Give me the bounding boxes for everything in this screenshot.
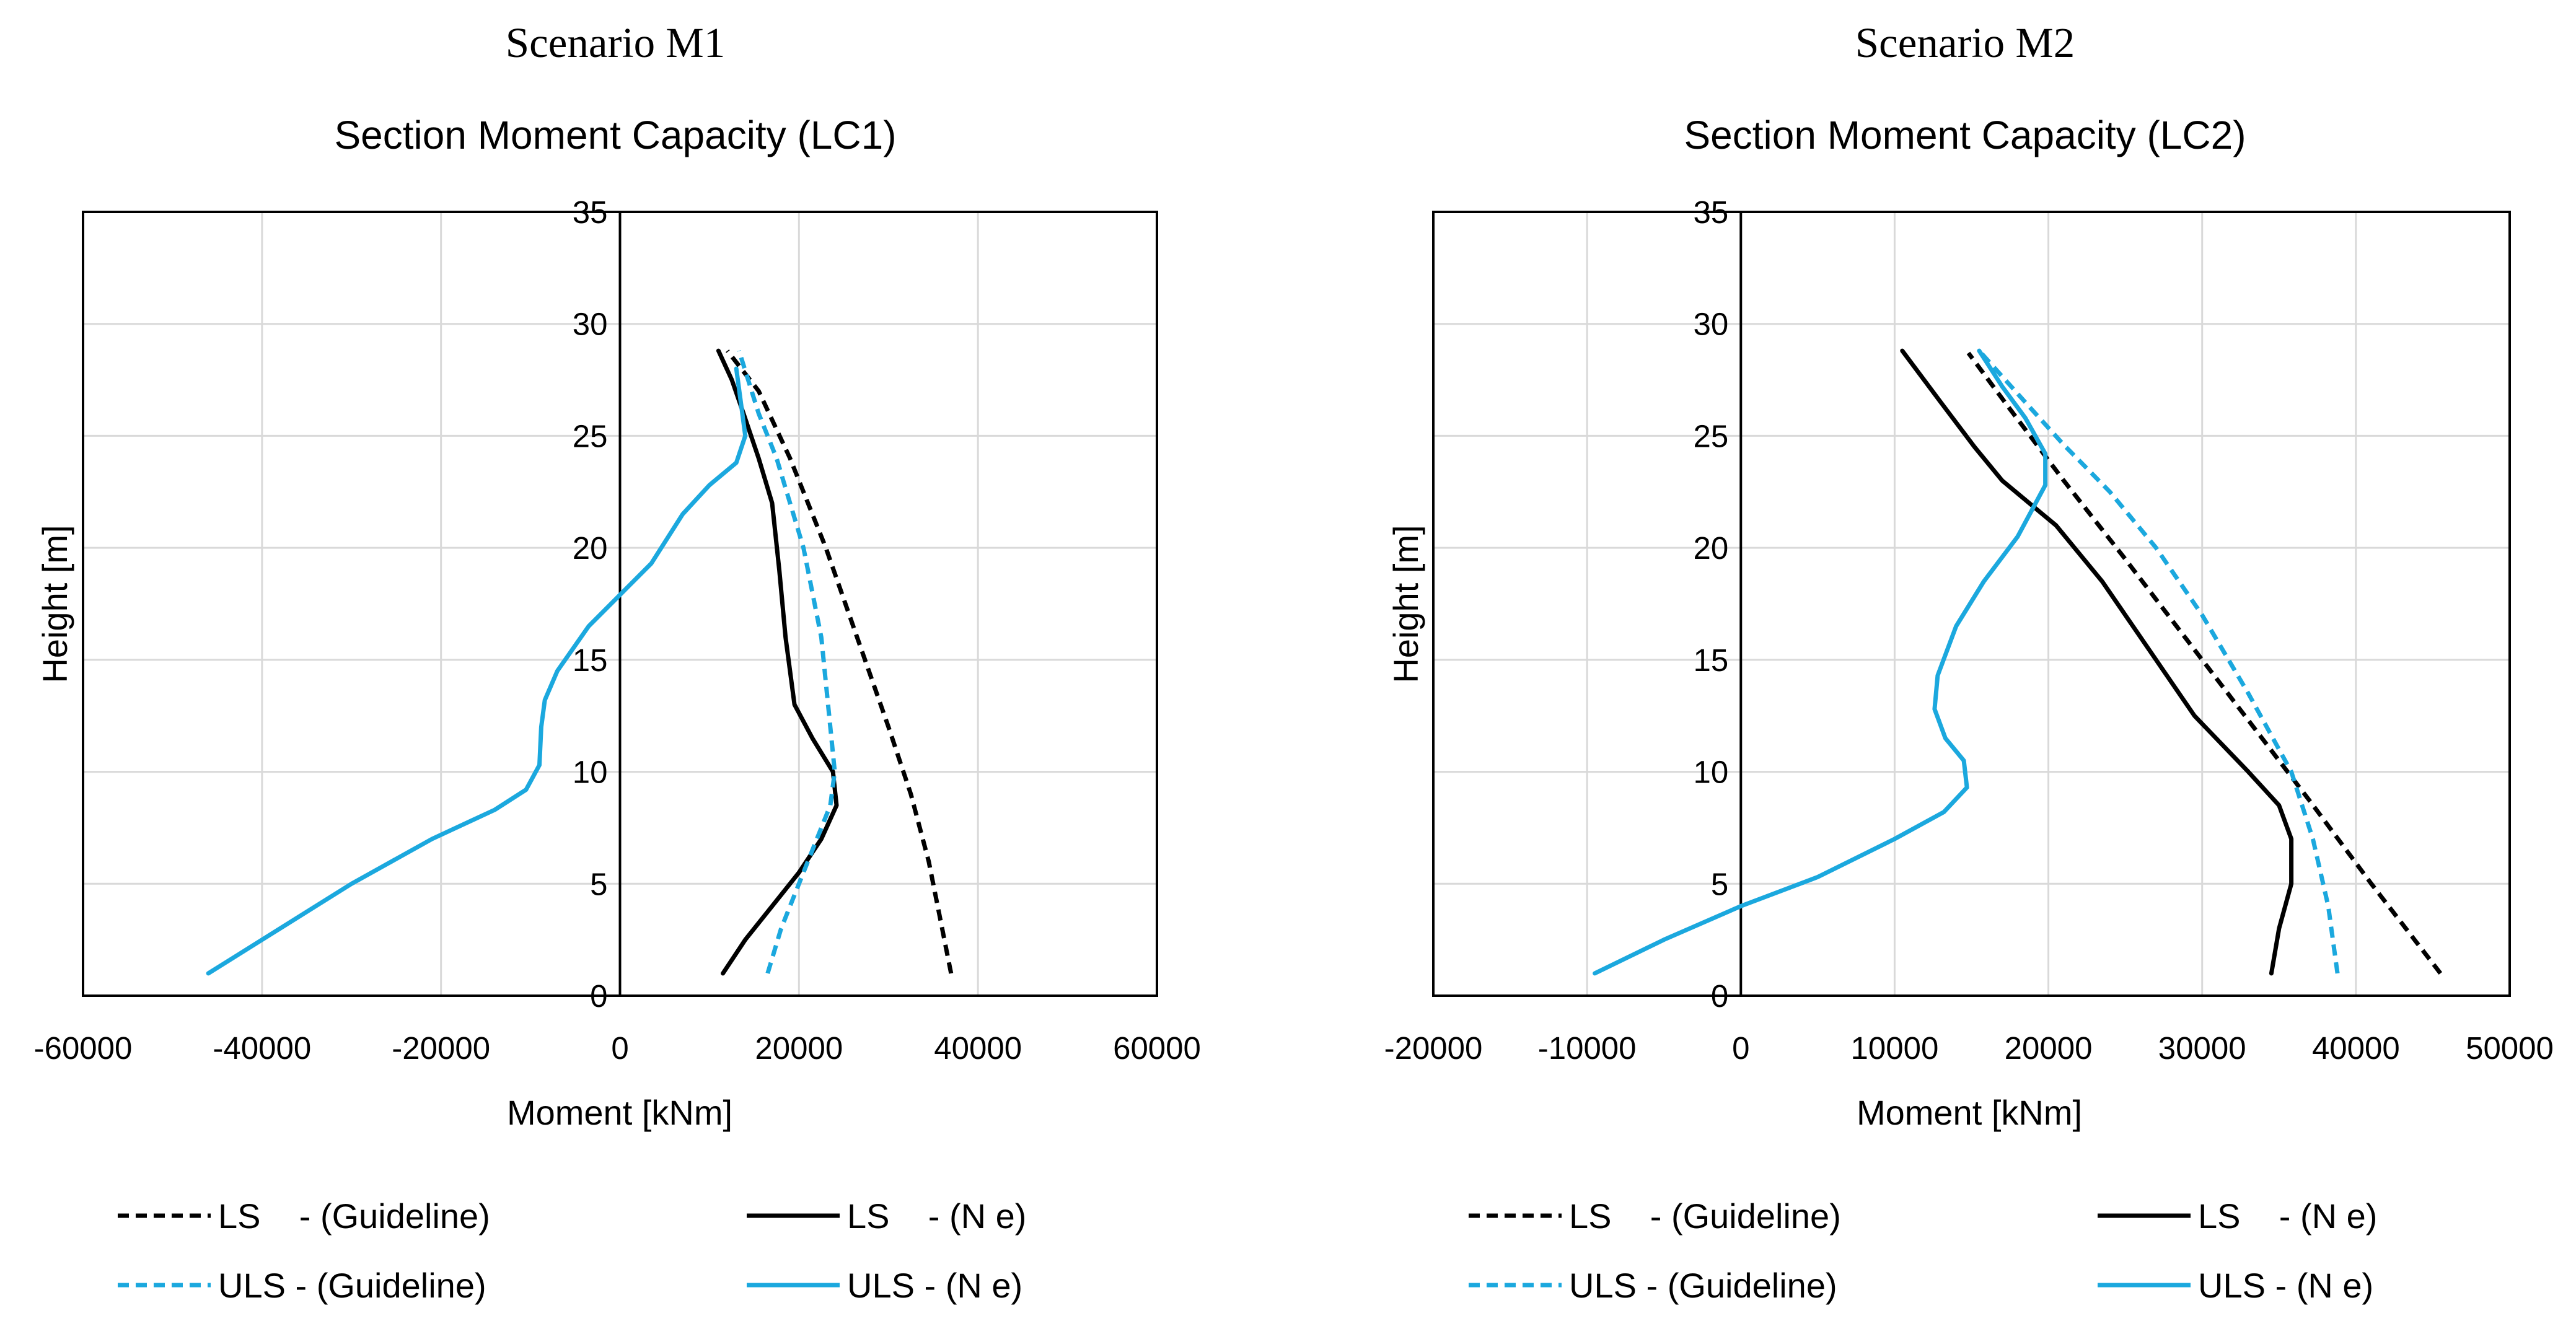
legend: LS - (Guideline) LS - (N e) ULS - (Guide… (1469, 1196, 2377, 1305)
y-tick-label: 30 (1694, 307, 1729, 342)
x-tick-label: 50000 (2466, 1030, 2554, 1066)
legend-label-ls-guideline: LS - (Guideline) (1569, 1196, 1841, 1236)
series-lines (1593, 348, 2443, 976)
y-axis-label: Height [m] (35, 525, 74, 683)
y-tick-label: 15 (573, 643, 608, 678)
x-tick-label: 40000 (2312, 1030, 2400, 1066)
series-line-ls-ne (716, 348, 839, 976)
tick-labels: -60000 -40000 -20000 0 20000 40000 60000 0 5 10 15… (34, 195, 1201, 1066)
x-tick-label: -10000 (1538, 1030, 1637, 1066)
legend-label-uls-guideline: ULS - (Guideline) (218, 1266, 486, 1305)
series-line-uls-ne (1593, 348, 2048, 976)
plot-frame (82, 211, 1158, 997)
y-tick-label: 5 (590, 866, 607, 902)
y-tick-label: 0 (1711, 978, 1728, 1014)
scenario-title-m1: Scenario M1 (506, 19, 726, 66)
x-tick-label: -20000 (1384, 1030, 1483, 1066)
x-tick-label: 20000 (2005, 1030, 2093, 1066)
plot-frame (1432, 211, 2511, 997)
x-tick-label: 60000 (1113, 1030, 1201, 1066)
x-axis-label: Moment [kNm] (507, 1093, 732, 1132)
series-line-uls-ne (206, 366, 748, 976)
x-tick-label: 40000 (934, 1030, 1022, 1066)
y-tick-label: 25 (1694, 418, 1729, 454)
legend-label-uls-ne: ULS - (N e) (847, 1266, 1022, 1305)
legend-label-uls-guideline: ULS - (Guideline) (1569, 1266, 1837, 1305)
y-tick-label: 20 (1694, 530, 1729, 566)
series-line-ls-guideline (726, 349, 954, 974)
y-tick-label: 10 (1694, 755, 1729, 790)
x-tick-label: 20000 (755, 1030, 843, 1066)
series-line-ls-guideline (1966, 351, 2443, 975)
tick-labels: -20000 -10000 0 10000 20000 30000 40000 50000 0 5… (1384, 195, 2554, 1066)
chart-m1: Scenario M1 Section Moment Capacity (LC1… (34, 19, 1201, 1305)
y-tick-label: 35 (573, 195, 608, 230)
x-tick-label: 0 (1732, 1030, 1749, 1066)
x-tick-label: -20000 (392, 1030, 490, 1066)
y-tick-label: 35 (1694, 195, 1729, 230)
x-tick-label: -40000 (213, 1030, 311, 1066)
y-tick-label: 20 (573, 530, 608, 566)
scenario-title-m2: Scenario M2 (1855, 19, 2075, 66)
series-line-uls-guideline (737, 350, 837, 974)
x-tick-label: -60000 (34, 1030, 133, 1066)
y-tick-label: 5 (1711, 866, 1728, 902)
y-axis-label: Height [m] (1386, 525, 1425, 683)
series-lines (206, 348, 954, 976)
legend-label-ls-ne: LS - (N e) (847, 1196, 1026, 1236)
x-tick-label: 0 (611, 1030, 628, 1066)
y-tick-label: 25 (573, 418, 608, 454)
x-tick-label: 30000 (2158, 1030, 2246, 1066)
y-tick-label: 0 (590, 978, 607, 1014)
series-line-ls-ne (1900, 348, 2294, 976)
legend: LS - (Guideline) LS - (N e) ULS - (Guide… (118, 1196, 1026, 1305)
series-line-uls-guideline (1977, 349, 2340, 974)
y-tick-label: 15 (1694, 643, 1729, 678)
x-tick-label: 10000 (1851, 1030, 1939, 1066)
legend-label-ls-guideline: LS - (Guideline) (218, 1196, 490, 1236)
chart-title-lc2: Section Moment Capacity (LC2) (1684, 113, 2246, 157)
chart-title-lc1: Section Moment Capacity (LC1) (334, 113, 896, 157)
y-tick-label: 10 (573, 755, 608, 790)
chart-m2: Scenario M2 Section Moment Capacity (LC2… (1384, 19, 2554, 1305)
legend-label-ls-ne: LS - (N e) (2198, 1196, 2377, 1236)
x-axis-label: Moment [kNm] (1857, 1093, 2082, 1132)
legend-label-uls-ne: ULS - (N e) (2198, 1266, 2373, 1305)
y-tick-label: 30 (573, 307, 608, 342)
